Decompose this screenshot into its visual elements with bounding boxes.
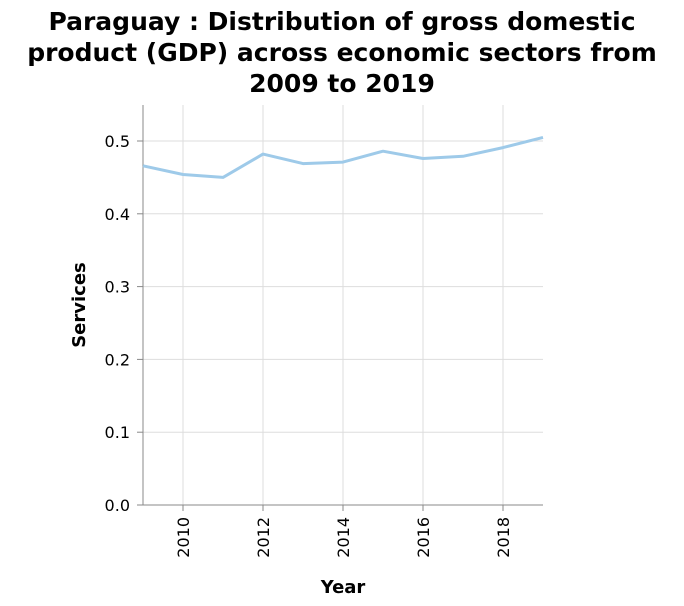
chart-title-line-1: Paraguay : Distribution of gross domesti… [48,7,635,36]
y-tick-label: 0.2 [105,350,130,369]
y-tick-label: 0.0 [105,496,130,515]
chart-title: Paraguay : Distribution of gross domesti… [27,7,657,98]
series-layer [142,135,544,179]
x-tick-label: 2018 [494,517,513,558]
chart-title-line-2: product (GDP) across economic sectors fr… [27,38,657,67]
x-tick-label: 2010 [174,517,193,558]
x-tick-label: 2014 [334,517,353,558]
y-tick-label: 0.3 [105,278,130,297]
x-axis-title: Year [320,577,366,598]
y-tick-label: 0.1 [105,423,130,442]
y-axis-title: Services [69,262,90,348]
x-tick-label: 2012 [254,517,273,558]
chart-title-line-3: 2009 to 2019 [249,69,435,98]
axes [137,105,543,511]
y-tick-label: 0.4 [105,205,130,224]
series-line [142,135,544,179]
y-tick-label: 0.5 [105,132,130,151]
grid [143,105,543,506]
tick-labels: 0.0 0.1 0.2 0.3 0.4 0.5 2010 2012 2014 2016 2018 [105,132,513,558]
x-tick-label: 2016 [414,517,433,558]
